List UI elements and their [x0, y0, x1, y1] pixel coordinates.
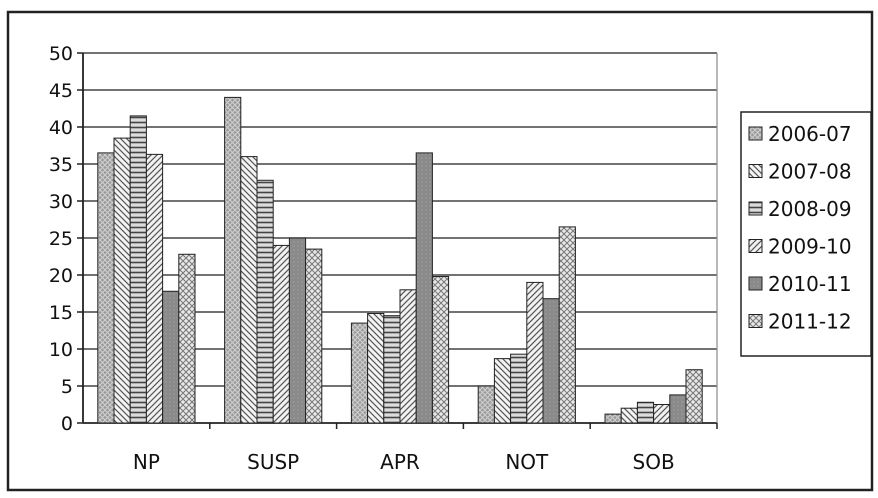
bar-sob-2007-08: [620, 407, 638, 424]
y-tick-label: 40: [49, 117, 73, 139]
bar-np-2010-11: [162, 290, 180, 424]
y-tick-label: 10: [49, 339, 73, 361]
legend-swatch: [748, 239, 763, 253]
y-tick-label: 45: [49, 80, 73, 102]
y-tick-label: 25: [49, 228, 73, 250]
y-tick-label: 15: [49, 302, 73, 324]
x-tick-label: NOT: [505, 450, 549, 474]
x-tick-label: SOB: [633, 450, 675, 474]
legend-label: 2007-08: [768, 160, 852, 184]
bar-apr-2011-12: [431, 275, 450, 424]
bar-not-2009-10: [526, 281, 544, 424]
y-tick-label: 50: [49, 43, 73, 65]
legend-swatch: [748, 126, 763, 141]
bar-sob-2011-12: [685, 369, 703, 424]
legend-box: [740, 111, 872, 357]
bar-np-2007-08: [113, 137, 131, 424]
bar-apr-2009-10: [399, 289, 417, 424]
bar-apr-2008-09: [383, 315, 401, 424]
y-tick-label: 30: [49, 191, 73, 213]
bar-sob-2008-09: [636, 401, 655, 424]
x-tick-label: NP: [133, 450, 160, 474]
bar-sob-2009-10: [653, 404, 671, 424]
legend-label: 2008-09: [768, 197, 852, 221]
bar-apr-2006-07: [350, 322, 369, 424]
bar-sob-2006-07: [604, 413, 622, 424]
bar-susp-2010-11: [288, 237, 307, 424]
y-tick-label: 5: [61, 376, 73, 398]
bar-susp-2008-09: [256, 179, 274, 424]
bars: [97, 96, 703, 424]
bar-susp-2006-07: [224, 96, 242, 424]
legend-label: 2006-07: [768, 122, 852, 146]
legend-label: 2011-12: [768, 310, 852, 334]
legend: 2006-07 2007-08 2008-09 2009-10 2010-11 2011-…: [740, 111, 872, 357]
bar-susp-2009-10: [272, 244, 290, 424]
legend-swatch: [748, 314, 763, 328]
bar-np-2009-10: [145, 153, 164, 424]
bar-np-2011-12: [178, 253, 196, 424]
bar-sob-2010-11: [669, 394, 687, 424]
y-tick-label: 20: [49, 265, 73, 287]
y-tick-label: 35: [49, 154, 73, 176]
bar-susp-2011-12: [305, 248, 323, 424]
tick-labels: 0 5 10 15 20 25 30 35 40 45 50 NP SUSP APR NOT SOB: [49, 43, 675, 474]
x-tick-label: APR: [380, 450, 420, 474]
bar-apr-2010-11: [415, 152, 433, 424]
legend-label: 2010-11: [768, 272, 852, 296]
bar-np-2008-09: [129, 115, 147, 424]
legend-swatch: [748, 201, 763, 216]
y-tick-label: 0: [61, 413, 73, 435]
bar-susp-2007-08: [240, 156, 258, 424]
legend-label: 2009-10: [768, 235, 852, 259]
bar-np-2006-07: [97, 152, 115, 424]
legend-swatch: [748, 276, 763, 291]
chart-border: [6, 10, 874, 492]
bar-not-2008-09: [510, 353, 528, 424]
x-tick-label: SUSP: [247, 450, 299, 474]
bar-not-2006-07: [477, 385, 495, 424]
legend-swatch: [748, 164, 763, 178]
bar-apr-2007-08: [367, 312, 385, 424]
bar-not-2007-08: [493, 358, 512, 424]
bar-not-2010-11: [542, 298, 560, 424]
bar-not-2011-12: [558, 226, 576, 424]
